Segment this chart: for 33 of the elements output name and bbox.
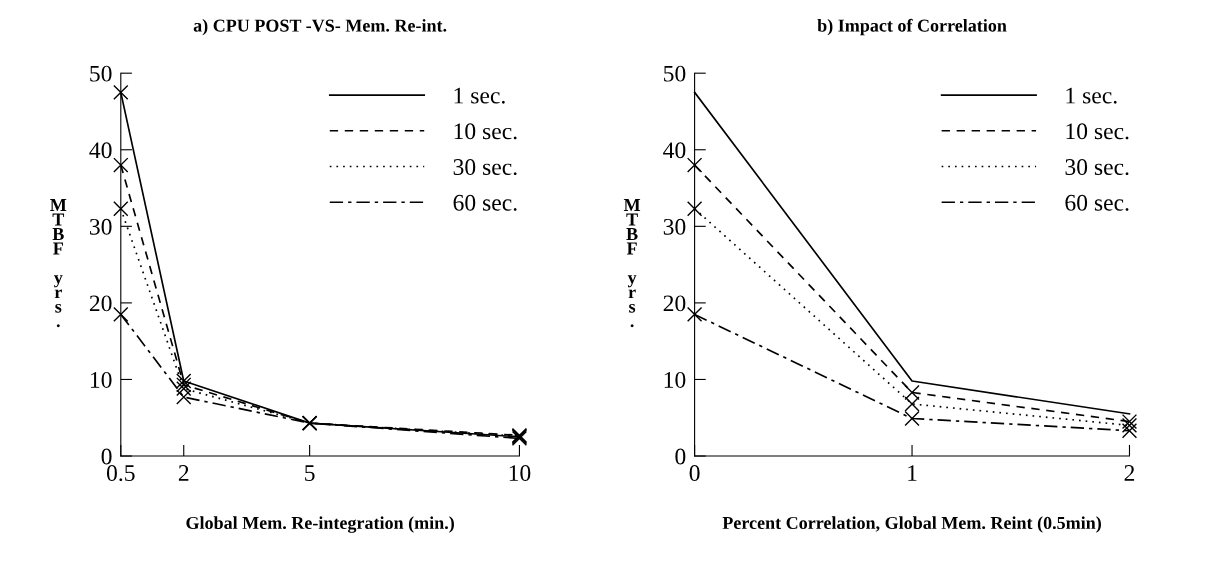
y-tick-label: 30 [89, 218, 112, 235]
legend-label: 60 sec. [1065, 194, 1129, 211]
x-tick-label: 2 [1124, 465, 1135, 481]
y-tick-label: 50 [90, 65, 112, 82]
y-tick-label: 20 [663, 295, 686, 312]
x-tick-label: 0 [689, 465, 700, 481]
x-axis-title: Global Mem. Re-integration (min.) [186, 516, 454, 533]
y-axis-title: MTBF yrs. [50, 199, 67, 328]
x-axis-title: Percent Correlation, Global Mem. Reint (0.5min) [722, 516, 1101, 533]
x-tick-label: 0.5 [106, 465, 135, 482]
legend-label: 1 sec. [1066, 87, 1117, 104]
legend-label: 60 sec. [453, 194, 517, 211]
x-tick-label: 1 [908, 465, 917, 481]
y-tick-label: 40 [663, 142, 686, 159]
legend-label: 30 sec. [1065, 159, 1129, 176]
y-tick-label: 20 [89, 295, 112, 312]
y-tick-label: 30 [663, 218, 686, 235]
legend-label: 1 sec. [454, 87, 505, 104]
legend-label: 10 sec. [454, 123, 517, 140]
chart-title: a) CPU POST -VS- Mem. Re-int. [193, 18, 447, 36]
y-tick-label: 0 [101, 448, 112, 465]
y-tick-label: 50 [664, 65, 686, 82]
legend-label: 30 sec. [453, 159, 517, 176]
y-tick-label: 10 [664, 371, 686, 388]
y-tick-label: 10 [90, 371, 112, 388]
x-tick-label: 5 [305, 465, 315, 481]
chart-title: b) Impact of Correlation [817, 18, 1007, 36]
y-tick-label: 0 [675, 448, 686, 465]
y-tick-label: 40 [89, 142, 112, 159]
legend-label: 10 sec. [1066, 123, 1129, 140]
y-axis-title: MTBF yrs. [623, 199, 641, 328]
x-tick-label: 10 [509, 465, 531, 481]
x-tick-label: 2 [178, 465, 189, 481]
